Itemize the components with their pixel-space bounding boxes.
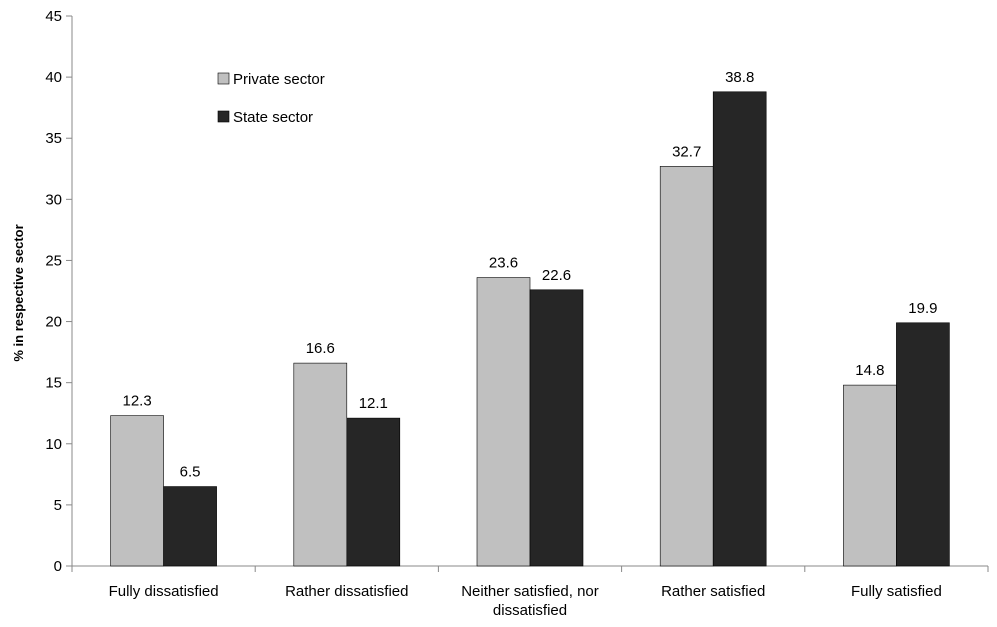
y-tick-label: 20 <box>45 314 62 331</box>
legend-label: Private sector <box>233 71 325 88</box>
data-label: 6.5 <box>180 464 201 481</box>
y-tick-label: 35 <box>45 130 62 147</box>
y-tick-label: 25 <box>45 252 62 269</box>
legend-swatch <box>217 72 230 85</box>
legend: Private sector State sector <box>217 71 325 126</box>
data-label: 38.8 <box>725 69 754 86</box>
y-tick-label: 40 <box>45 69 62 86</box>
y-tick-label: 5 <box>54 497 62 514</box>
data-label: 12.3 <box>122 393 151 410</box>
y-axis: 0 5 10 15 20 25 30 35 40 45 <box>45 8 73 575</box>
bar-state-sector <box>163 486 217 567</box>
bar-state-sector <box>896 322 950 567</box>
y-tick-label: 15 <box>45 375 62 392</box>
y-tick-label: 10 <box>45 436 62 453</box>
y-tick-label: 45 <box>45 8 62 25</box>
bar-private-sector <box>843 384 897 567</box>
data-label: 14.8 <box>855 362 884 379</box>
bars <box>110 91 950 567</box>
x-category-label-line: Fully dissatisfied <box>109 583 219 600</box>
x-category-label: Rather dissatisfied <box>285 583 408 600</box>
y-tick-label: 0 <box>54 558 62 575</box>
bar-state-sector <box>712 91 767 567</box>
data-label: 32.7 <box>672 143 701 160</box>
data-label: 23.6 <box>489 255 518 272</box>
x-category-label-line: Rather dissatisfied <box>285 583 408 600</box>
x-category-label-line: Fully satisfied <box>851 583 942 600</box>
bar-private-sector <box>659 166 714 567</box>
x-category-label: Fully satisfied <box>851 583 942 600</box>
bar-private-sector <box>293 362 348 567</box>
data-labels: 12.3 6.5 16.6 12.1 23.6 22.6 32.7 38.8 14.8 19.9 <box>122 69 937 481</box>
bar-private-sector <box>110 415 164 567</box>
y-axis-title: % in respective sector <box>11 224 26 361</box>
bar-state-sector <box>346 417 401 567</box>
x-category-label-line: Neither satisfied, nor <box>461 583 599 600</box>
y-tick-label: 30 <box>45 191 62 208</box>
x-category-label: Rather satisfied <box>661 583 765 600</box>
x-axis: Fully dissatisfied Rather dissatisfied Nei… <box>71 565 989 619</box>
data-label: 19.9 <box>908 300 937 317</box>
bar-state-sector <box>529 289 584 567</box>
legend-swatch <box>217 110 230 123</box>
x-category-label: Fully dissatisfied <box>109 583 219 600</box>
bar-private-sector <box>476 277 531 567</box>
data-label: 16.6 <box>306 340 335 357</box>
x-category-label-line: Rather satisfied <box>661 583 765 600</box>
x-category-label: Neither satisfied, nor dissatisfied <box>461 583 599 619</box>
data-label: 12.1 <box>359 395 388 412</box>
x-category-label-line: dissatisfied <box>493 602 567 619</box>
data-label: 22.6 <box>542 267 571 284</box>
legend-label: State sector <box>233 109 313 126</box>
